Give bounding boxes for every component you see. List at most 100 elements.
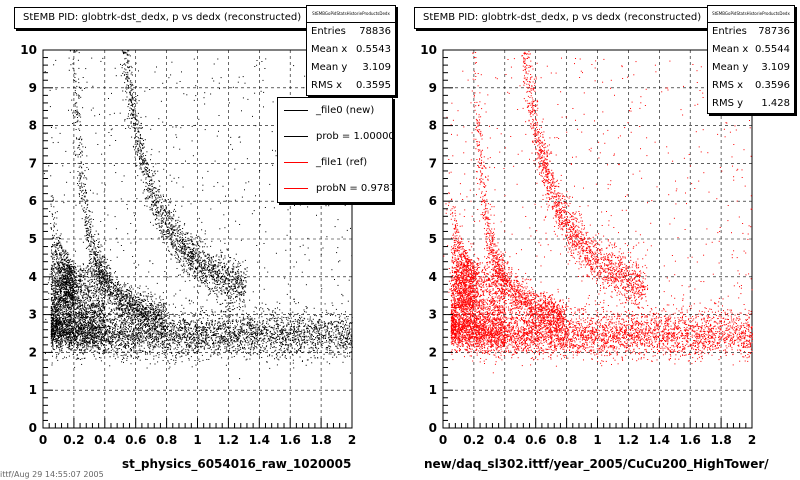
scatter-point: [224, 333, 226, 335]
scatter-point: [95, 317, 97, 319]
scatter-point: [127, 328, 129, 329]
scatter-point: [122, 327, 124, 329]
scatter-point: [219, 343, 221, 345]
scatter-point: [184, 327, 185, 329]
scatter-point: [136, 342, 138, 344]
scatter-point: [212, 324, 213, 326]
scatter-point: [349, 343, 351, 345]
scatter-point: [313, 330, 315, 332]
scatter-point: [169, 330, 171, 331]
scatter-point: [129, 329, 131, 331]
scatter-point: [81, 348, 83, 350]
scatter-point: [149, 353, 151, 355]
scatter-point: [106, 333, 108, 335]
scatter-point: [90, 348, 92, 350]
scatter-point: [292, 362, 294, 364]
scatter-point: [134, 344, 136, 346]
scatter-point: [263, 327, 265, 329]
scatter-point: [124, 331, 126, 333]
scatter-point: [186, 346, 188, 348]
scatter-point: [139, 332, 141, 334]
scatter-point: [51, 336, 53, 338]
scatter-point: [188, 358, 190, 359]
scatter-point: [276, 323, 278, 325]
scatter-point: [102, 324, 104, 326]
scatter-point: [185, 324, 187, 325]
scatter-point: [232, 314, 234, 316]
scatter-point: [51, 362, 53, 364]
scatter-point: [154, 363, 156, 365]
scatter-point: [269, 354, 271, 356]
scatter-point: [348, 333, 350, 335]
scatter-point: [222, 336, 224, 338]
scatter-point: [216, 336, 218, 338]
scatter-point: [123, 345, 125, 347]
scatter-point: [83, 289, 85, 291]
scatter-point: [139, 335, 141, 337]
scatter-point: [221, 338, 223, 340]
scatter-point: [76, 335, 78, 337]
scatter-point: [52, 323, 54, 325]
scatter-point: [97, 326, 99, 328]
scatter-point: [133, 340, 135, 342]
scatter-point: [187, 324, 189, 325]
scatter-point: [234, 340, 235, 342]
scatter-point: [136, 353, 138, 355]
scatter-point: [51, 319, 53, 321]
scatter-point: [156, 338, 158, 340]
scatter-point: [184, 330, 186, 332]
scatter-point: [347, 300, 349, 302]
scatter-point: [52, 339, 54, 341]
scatter-point: [91, 328, 93, 330]
scatter-point: [293, 342, 295, 343]
scatter-point: [63, 271, 65, 273]
scatter-point: [250, 333, 252, 335]
scatter-point: [335, 308, 337, 310]
scatter-point: [317, 357, 319, 359]
scatter-point: [199, 318, 201, 319]
scatter-point: [89, 327, 91, 329]
scatter-point: [180, 341, 182, 343]
scatter-point: [215, 345, 217, 347]
scatter-point: [122, 331, 124, 333]
scatter-point: [229, 347, 231, 349]
scatter-point: [327, 312, 329, 314]
scatter-point: [128, 325, 130, 327]
scatter-point: [67, 314, 69, 316]
scatter-point: [92, 285, 94, 287]
scatter-point: [93, 337, 95, 339]
scatter-point: [63, 321, 65, 323]
scatter-point: [254, 337, 256, 339]
scatter-point: [114, 325, 116, 327]
scatter-point: [74, 337, 76, 339]
scatter-point: [295, 343, 297, 345]
scatter-point: [246, 352, 248, 354]
scatter-point: [266, 350, 268, 352]
scatter-point: [134, 328, 136, 330]
scatter-point: [265, 346, 267, 348]
scatter-point: [298, 338, 300, 340]
scatter-point: [178, 330, 180, 332]
scatter-point: [70, 320, 72, 322]
scatter-point: [243, 348, 245, 350]
scatter-point: [176, 336, 178, 338]
scatter-point: [89, 342, 91, 344]
scatter-point: [229, 342, 231, 344]
scatter-point: [115, 333, 117, 335]
scatter-point: [258, 328, 260, 330]
scatter-point: [101, 341, 102, 343]
scatter-point: [74, 311, 76, 313]
scatter-point: [185, 338, 187, 340]
scatter-point: [52, 320, 54, 321]
scatter-point: [318, 319, 320, 321]
scatter-point: [298, 324, 300, 326]
scatter-point: [240, 321, 241, 323]
scatter-point: [141, 317, 143, 319]
scatter-point: [51, 329, 53, 331]
scatter-point: [223, 340, 225, 342]
scatter-point: [171, 351, 173, 353]
scatter-point: [250, 338, 252, 340]
scatter-point: [71, 342, 73, 344]
scatter-point: [297, 342, 299, 343]
scatter-point: [195, 324, 197, 326]
